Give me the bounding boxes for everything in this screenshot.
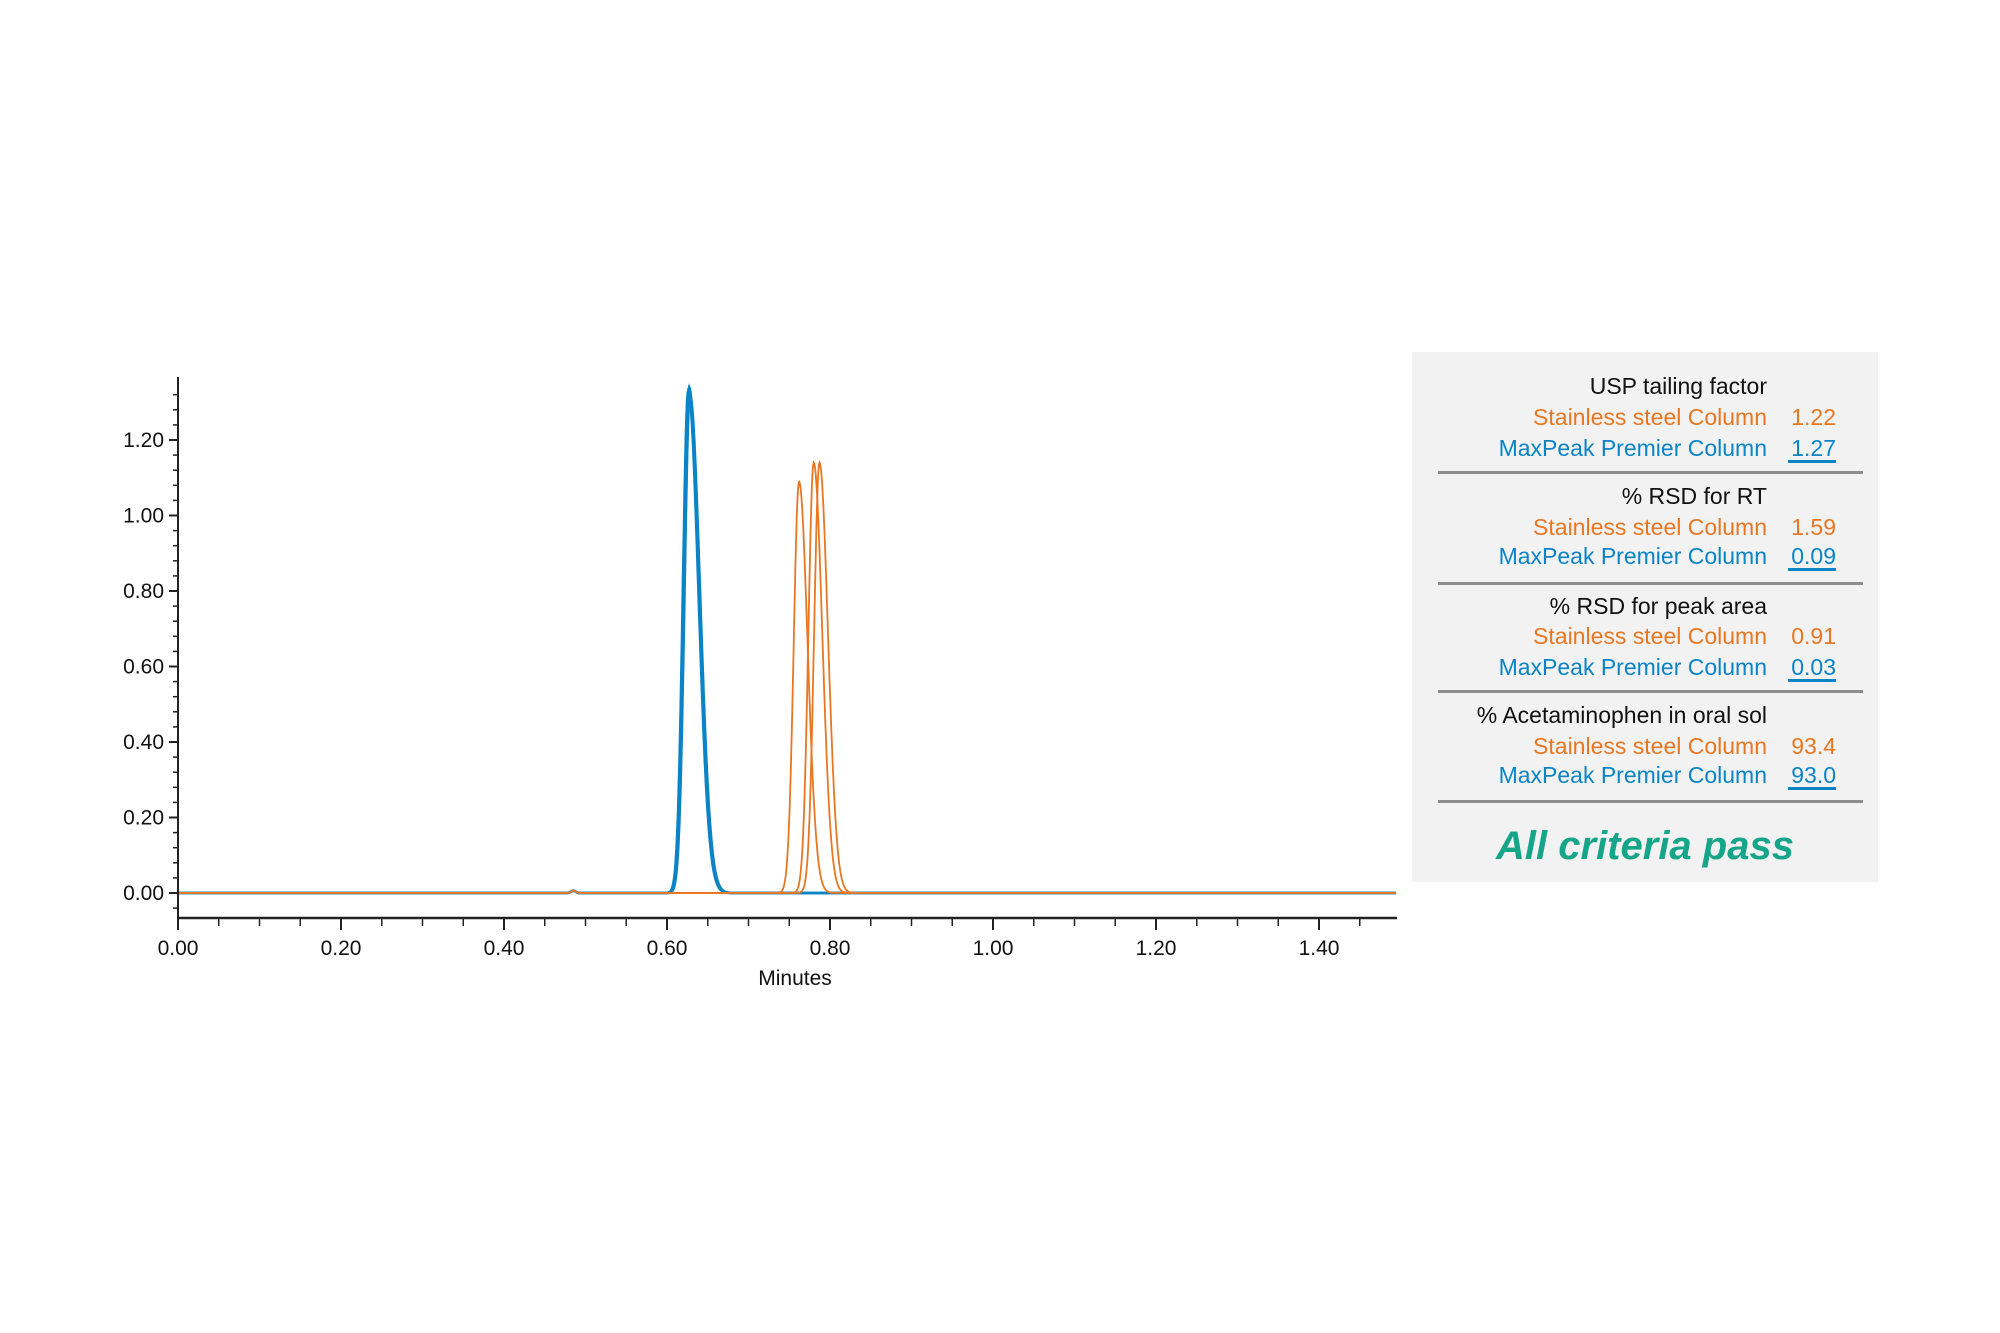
x-tick-label: 0.60	[647, 937, 688, 960]
y-tick-label: 0.00	[123, 882, 164, 905]
traces	[178, 383, 1396, 895]
stainless-value: 1.59	[1791, 514, 1836, 540]
y-tick-label: 1.00	[123, 505, 164, 528]
y-tick-label: 1.20	[123, 429, 164, 452]
y-tick-label: 0.20	[123, 807, 164, 830]
stainless-value: 1.22	[1791, 404, 1836, 430]
maxpeak-value: 0.03	[1788, 655, 1836, 682]
stainless-label: Stainless steel Column	[1533, 404, 1767, 430]
maxpeak-trace	[178, 388, 1396, 895]
y-tick-label: 0.60	[123, 656, 164, 679]
maxpeak-value: 0.09	[1788, 544, 1836, 571]
x-axis-label: Minutes	[758, 967, 832, 990]
stainless-value: 0.91	[1791, 623, 1836, 649]
maxpeak-label: MaxPeak Premier Column	[1498, 762, 1767, 788]
maxpeak-trace	[178, 391, 1396, 895]
maxpeak-label: MaxPeak Premier Column	[1498, 435, 1767, 461]
x-tick-label: 0.80	[810, 937, 851, 960]
x-tick-label: 0.40	[484, 937, 525, 960]
stainless-label: Stainless steel Column	[1533, 514, 1767, 540]
divider	[1438, 582, 1863, 585]
stainless-trace	[178, 480, 1396, 894]
divider	[1438, 471, 1863, 474]
stainless-label: Stainless steel Column	[1533, 733, 1767, 759]
section-title: % Acetaminophen in oral sol	[1476, 702, 1767, 728]
axes: 0.00 0.20 0.40 0.60 0.80 1.00 1.20 0.00 0.20 0.40…	[123, 377, 1397, 990]
x-tick-label: 0.20	[321, 937, 362, 960]
x-tick-label: 1.20	[1136, 937, 1177, 960]
section-title: % RSD for RT	[1621, 483, 1767, 509]
section-title: % RSD for peak area	[1549, 593, 1767, 619]
maxpeak-label: MaxPeak Premier Column	[1498, 654, 1767, 680]
results-panel: USP tailing factor Stainless steel Colum…	[1412, 352, 1878, 882]
maxpeak-label: MaxPeak Premier Column	[1498, 543, 1767, 569]
maxpeak-value: 93.0	[1788, 763, 1836, 790]
verdict-text: All criteria pass	[1496, 824, 1794, 868]
stainless-label: Stainless steel Column	[1533, 623, 1767, 649]
maxpeak-value: 1.27	[1788, 436, 1836, 463]
y-tick-label: 0.40	[123, 731, 164, 754]
y-tick-label: 0.80	[123, 580, 164, 603]
divider	[1438, 690, 1863, 693]
section-title: USP tailing factor	[1589, 373, 1767, 399]
divider	[1438, 800, 1863, 803]
x-tick-label: 1.00	[973, 937, 1014, 960]
stainless-trace	[178, 460, 1396, 894]
stainless-value: 93.4	[1791, 733, 1836, 759]
x-tick-label: 1.40	[1299, 937, 1340, 960]
x-tick-label: 0.00	[158, 937, 199, 960]
stainless-trace	[178, 459, 1396, 894]
maxpeak-trace	[178, 383, 1396, 895]
